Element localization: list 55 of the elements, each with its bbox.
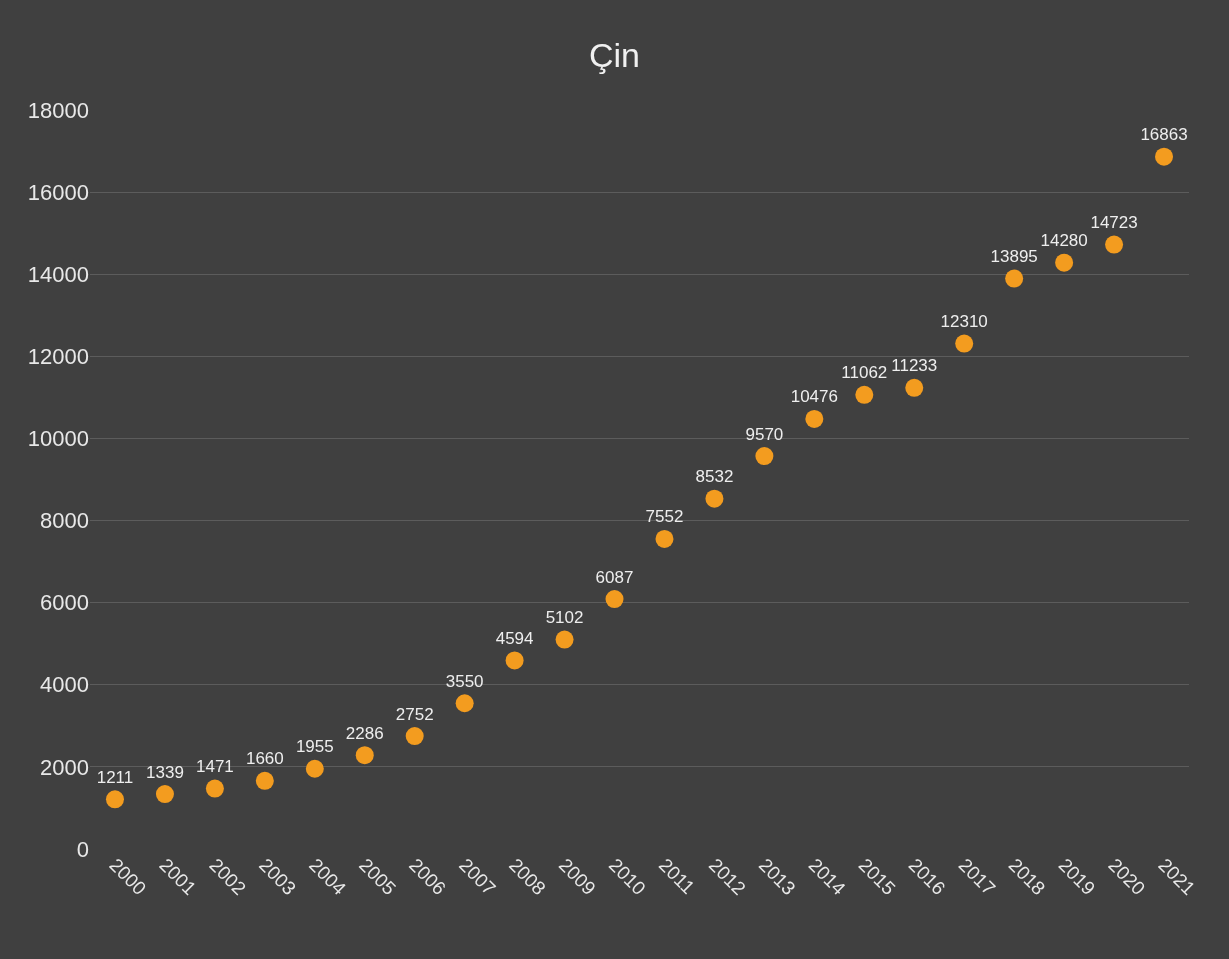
y-tick-label: 12000 [27,344,89,370]
point [305,759,324,778]
chart-title: Çin [588,35,641,74]
y-tick-label: 10000 [27,426,89,452]
point [555,630,574,649]
data-label: 1955 [295,737,334,757]
data-label: 1339 [146,762,184,782]
point [905,378,924,397]
point [1155,147,1174,166]
data-label: 1211 [96,767,134,787]
data-label: 4594 [495,628,534,648]
y-tick-label: 4000 [40,672,89,698]
data-label: 10476 [790,387,838,407]
point [605,590,624,609]
point [655,529,674,548]
point [405,727,424,746]
y-tick-label: 0 [76,836,89,862]
y-tick-label: 2000 [40,754,89,780]
data-label: 2752 [395,704,434,724]
data-label: 1471 [195,757,234,777]
y-tick-label: 8000 [40,508,89,534]
y-tick-label: 18000 [27,97,89,123]
point [805,409,824,428]
data-label: 9570 [745,424,784,444]
point [505,651,524,670]
data-label: 6087 [595,567,634,587]
point [155,785,174,804]
data-label: 3550 [445,671,484,691]
point [355,746,374,765]
data-label: 1660 [245,749,284,769]
point [1005,269,1024,288]
point [205,779,224,798]
point [955,334,974,353]
point [255,771,274,790]
data-label: 14280 [1040,231,1088,251]
point [705,489,724,508]
data-label: 2286 [345,723,384,743]
data-label: 12310 [940,312,988,332]
data-label: 13895 [990,247,1038,267]
point [755,447,774,466]
point [105,790,124,809]
data-label: 11233 [891,356,938,376]
point [1055,253,1074,272]
data-label: 11062 [841,363,888,383]
point [455,694,474,713]
data-label: 7552 [645,507,684,527]
point [1105,235,1124,254]
data-label: 14723 [1090,213,1138,233]
y-tick-label: 16000 [27,179,89,205]
y-tick-label: 6000 [40,590,89,616]
data-label: 8532 [695,467,734,487]
y-tick-label: 14000 [27,261,89,287]
data-label: 5102 [545,608,584,628]
data-label: 16863 [1140,125,1188,145]
point [855,385,874,404]
